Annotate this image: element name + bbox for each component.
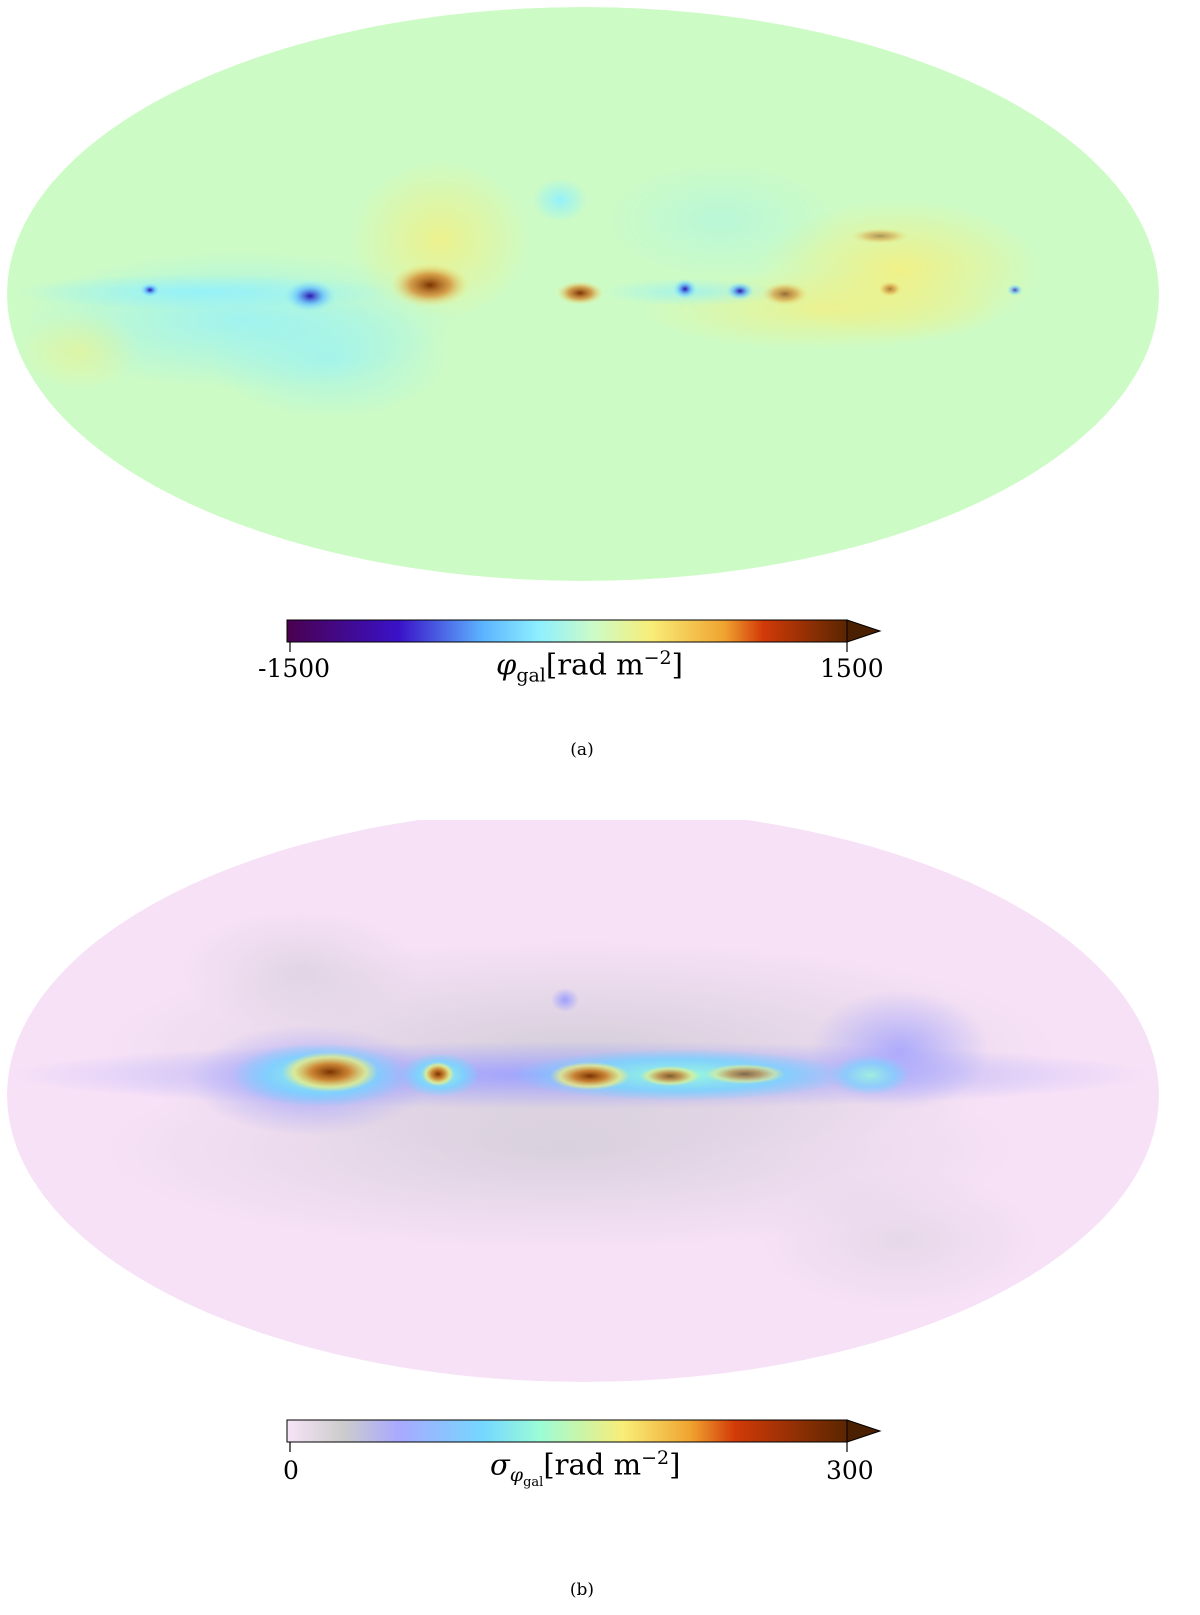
colorbar-b-gradient bbox=[286, 1419, 848, 1443]
colorbar-b-axis-label: σφgal[rad m−2] bbox=[490, 1447, 680, 1490]
colorbar-b-min-label: 0 bbox=[283, 1456, 299, 1485]
panel-b: 0 300 σφgal[rad m−2] (b) bbox=[0, 820, 1200, 1615]
exponent: −2 bbox=[641, 1447, 670, 1469]
colorbar-a-min-label: -1500 bbox=[258, 654, 331, 683]
subscript: gal bbox=[516, 664, 546, 687]
panel-a: -1500 1500 φgal[rad m−2] (a) bbox=[0, 0, 1200, 790]
symbol: φ bbox=[496, 647, 517, 682]
colorbar-b-max-label: 300 bbox=[826, 1456, 874, 1485]
colorbar-a-max-label: 1500 bbox=[820, 654, 884, 683]
exponent: −2 bbox=[643, 647, 672, 669]
caption-a: (a) bbox=[570, 740, 594, 760]
sky-map-a bbox=[7, 7, 1159, 581]
colorbar-a-axis-label: φgal[rad m−2] bbox=[496, 647, 683, 686]
unit-close: ] bbox=[671, 647, 683, 682]
unit: [rad m bbox=[545, 647, 644, 682]
caption-b: (b) bbox=[569, 1580, 595, 1600]
colorbar-a-gradient bbox=[286, 619, 848, 643]
colorbar-a-extend-arrow bbox=[846, 619, 882, 643]
symbol: σ bbox=[490, 1447, 510, 1482]
panel-a-graphics bbox=[7, 7, 1159, 652]
subscript-symbol: φ bbox=[509, 1464, 524, 1487]
colorbar-b-extend-arrow bbox=[846, 1419, 882, 1443]
unit: [rad m bbox=[543, 1447, 642, 1482]
colorbar-b bbox=[286, 1419, 882, 1452]
colorbar-a bbox=[286, 619, 882, 652]
unit-close: ] bbox=[669, 1447, 681, 1482]
subscript: gal bbox=[523, 1475, 544, 1491]
sky-map-b bbox=[7, 820, 1159, 1382]
panel-b-graphics bbox=[7, 820, 1159, 1452]
